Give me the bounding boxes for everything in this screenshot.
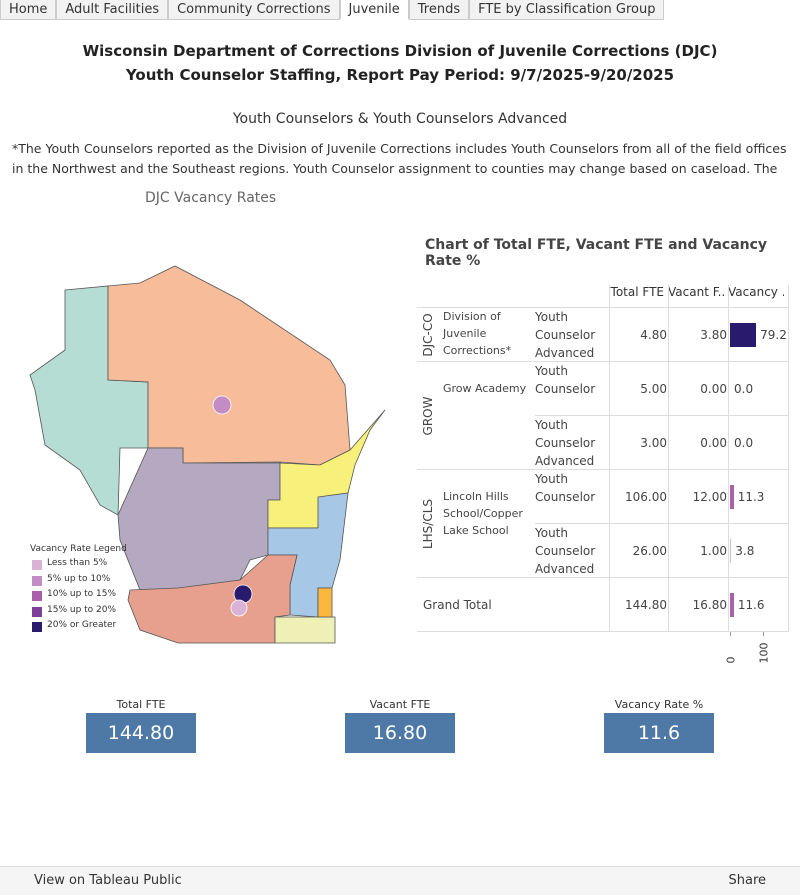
group-label: GROW	[421, 396, 435, 436]
vacant-fte: 0.00	[700, 382, 727, 396]
legend-swatch	[32, 622, 42, 632]
total-fte: 4.80	[640, 328, 667, 342]
legend-label: 5% up to 10%	[47, 573, 111, 584]
kpi-label: Total FTE	[116, 698, 166, 711]
axis-tick-label: 0	[724, 656, 738, 664]
facility-marker	[212, 395, 232, 415]
grand-total-label: Grand Total	[423, 598, 492, 612]
kpi-value: 11.6	[604, 713, 714, 753]
axis-tick	[730, 632, 731, 636]
vacancy-label: 3.8	[735, 544, 755, 558]
total-fte: 3.00	[640, 436, 667, 450]
rule	[417, 631, 788, 632]
classification: Youth Counselor	[535, 364, 596, 396]
kpi-label: Vacant FTE	[369, 698, 431, 711]
rule	[668, 285, 669, 632]
group-label: DJC-CO	[421, 313, 435, 357]
share-button[interactable]: Share	[728, 873, 766, 888]
facility: Grow Academy	[443, 382, 527, 395]
rule	[417, 361, 788, 362]
region	[127, 554, 298, 644]
legend-label: 10% up to 15%	[47, 589, 117, 599]
legend-swatch	[32, 591, 42, 601]
map-title: DJC Vacancy Rates	[145, 190, 277, 206]
title: Youth Counselor Staffing, Report Pay Per…	[125, 66, 675, 84]
tab[interactable]: Trends	[408, 0, 470, 20]
subtitle: Youth Counselors & Youth Counselors Adva…	[232, 111, 568, 127]
vacant-fte: 0.00	[700, 436, 727, 450]
legend-label: 15% up to 20%	[47, 604, 117, 615]
tab-bar: Home Adult Facilities Community Correction…	[0, 0, 665, 20]
classification: Youth Counselor Advanced	[535, 310, 596, 360]
kpi-value: 16.80	[345, 713, 455, 753]
legend-swatch	[32, 560, 42, 570]
legend-label: 20% or Greater	[47, 620, 117, 630]
column-header: Vacancy ..	[728, 285, 784, 299]
column-header: Total FTE	[610, 285, 664, 299]
rule	[609, 285, 610, 632]
legend-title: Vacancy Rate Legend	[30, 544, 127, 554]
rule	[535, 523, 788, 524]
rule	[417, 577, 788, 578]
vacancy-label: 11.3	[737, 490, 765, 504]
facility: Division of Juvenile Corrections*	[443, 310, 512, 357]
group-label: LHS/CLS	[421, 498, 435, 550]
note: *The Youth Counselors reported as the Di…	[12, 141, 787, 176]
rule	[417, 469, 788, 470]
vacancy-label: 0.0	[734, 436, 754, 450]
classification: Youth Counselor Advanced	[535, 418, 596, 468]
legend-swatch	[32, 575, 42, 586]
vacancy-label: 79.2	[760, 328, 787, 342]
tab[interactable]: Community Corrections	[168, 0, 340, 20]
vacancy-bar	[730, 539, 732, 563]
axis-tick	[763, 632, 764, 636]
rule	[535, 415, 788, 416]
rule	[728, 285, 729, 632]
legend-label: Less than 5%	[47, 558, 108, 568]
legend-swatch	[32, 606, 42, 617]
vacant-fte: 3.80	[700, 328, 727, 342]
kpi-label: Vacancy Rate %	[614, 698, 704, 711]
footer-link[interactable]: View on Tableau Public	[34, 873, 182, 888]
column-header: Vacant F..	[668, 285, 724, 299]
total-fte: 106.00	[625, 490, 667, 504]
kpi-value: 144.80	[86, 713, 196, 753]
footer: View on Tableau Public Share	[0, 866, 800, 895]
facility-marker	[230, 599, 248, 617]
total-fte: 5.00	[640, 382, 667, 396]
vacant-fte: 12.00	[692, 490, 727, 504]
total-fte: 26.00	[632, 544, 667, 558]
classification: Youth Counselor Advanced	[535, 526, 596, 576]
vacancy-bar	[730, 485, 734, 509]
tab[interactable]: Adult Facilities	[56, 0, 169, 20]
tab[interactable]: Juvenile	[339, 0, 409, 19]
tab[interactable]: Home	[0, 0, 57, 20]
facility: Lincoln Hills School/Copper Lake School	[443, 490, 523, 537]
total-fte: 144.80	[625, 598, 667, 612]
table-title: Chart of Total FTE, Vacant FTE and Vacan…	[425, 237, 768, 269]
title: Wisconsin Department of Corrections Divi…	[82, 42, 718, 60]
vacancy-bar	[730, 323, 757, 347]
vacant-fte: 16.80	[692, 598, 727, 612]
axis-tick-label: 100	[757, 642, 771, 664]
vacant-fte: 1.00	[700, 544, 727, 558]
region	[317, 587, 333, 618]
tab[interactable]: FTE by Classification Group	[469, 0, 665, 20]
classification: Youth Counselor	[535, 472, 596, 504]
rule	[788, 285, 789, 632]
rule	[417, 307, 788, 308]
region	[274, 616, 336, 644]
vacancy-label: 0.0	[734, 382, 754, 396]
vacancy-bar	[730, 593, 734, 617]
map	[29, 265, 386, 644]
vacancy-label: 11.6	[737, 598, 765, 612]
